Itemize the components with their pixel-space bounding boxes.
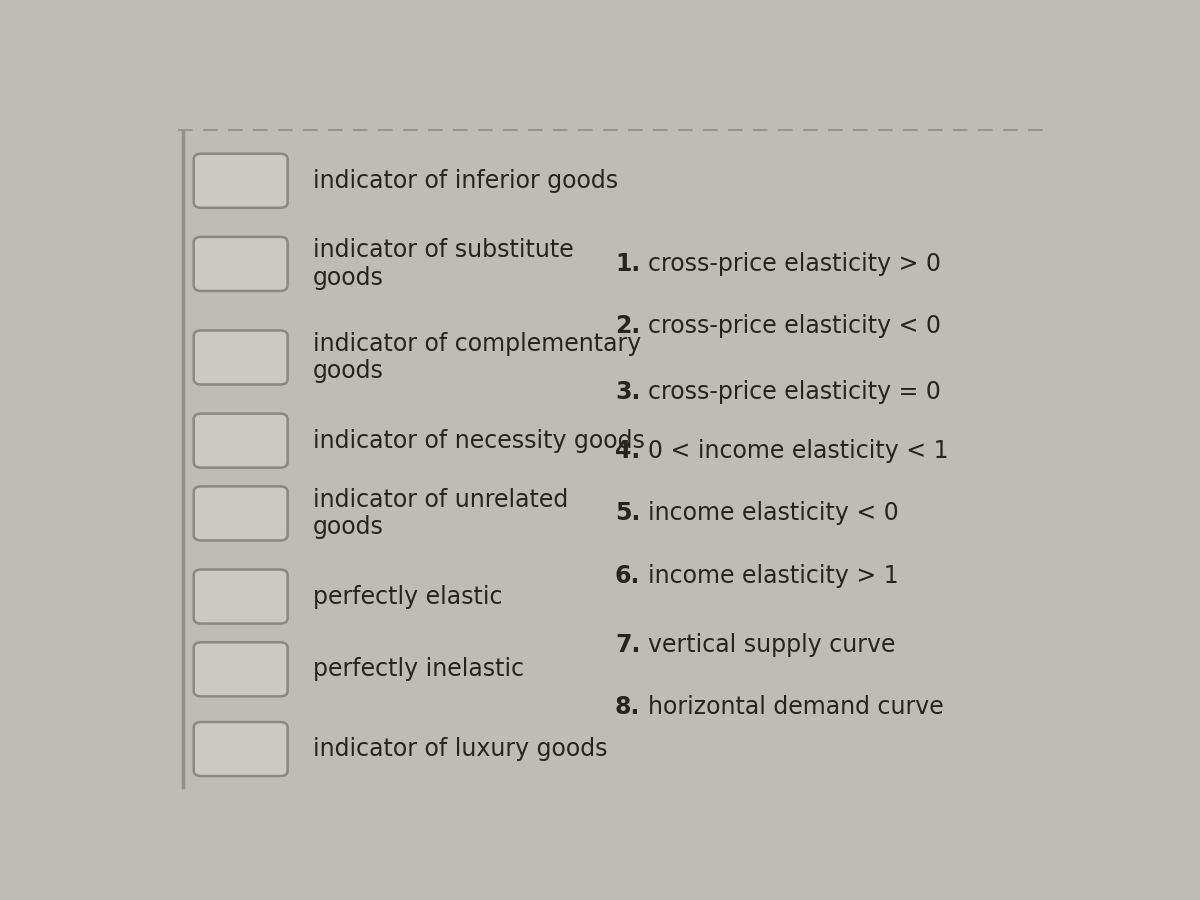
Text: 6.: 6. <box>616 563 641 588</box>
FancyBboxPatch shape <box>193 722 288 776</box>
Text: perfectly inelastic: perfectly inelastic <box>313 657 524 681</box>
FancyBboxPatch shape <box>193 330 288 384</box>
Text: 4.: 4. <box>616 439 641 463</box>
Text: indicator of complementary
goods: indicator of complementary goods <box>313 331 641 383</box>
FancyBboxPatch shape <box>193 237 288 291</box>
Text: income elasticity < 0: income elasticity < 0 <box>648 501 899 526</box>
Text: 0 < income elasticity < 1: 0 < income elasticity < 1 <box>648 439 948 463</box>
Text: perfectly elastic: perfectly elastic <box>313 585 503 608</box>
Text: indicator of substitute
goods: indicator of substitute goods <box>313 238 574 290</box>
Text: 1.: 1. <box>616 252 641 276</box>
Text: cross-price elasticity < 0: cross-price elasticity < 0 <box>648 314 941 338</box>
Text: indicator of unrelated
goods: indicator of unrelated goods <box>313 488 568 539</box>
Text: income elasticity > 1: income elasticity > 1 <box>648 563 898 588</box>
Text: indicator of luxury goods: indicator of luxury goods <box>313 737 607 761</box>
Text: cross-price elasticity = 0: cross-price elasticity = 0 <box>648 380 941 404</box>
Text: horizontal demand curve: horizontal demand curve <box>648 696 943 719</box>
FancyBboxPatch shape <box>193 154 288 208</box>
Text: 8.: 8. <box>616 696 641 719</box>
FancyBboxPatch shape <box>193 570 288 624</box>
Text: 7.: 7. <box>616 633 641 657</box>
FancyBboxPatch shape <box>193 414 288 468</box>
Text: 5.: 5. <box>616 501 641 526</box>
Text: indicator of necessity goods: indicator of necessity goods <box>313 428 644 453</box>
FancyBboxPatch shape <box>193 643 288 697</box>
Text: 2.: 2. <box>616 314 641 338</box>
Text: indicator of inferior goods: indicator of inferior goods <box>313 169 618 193</box>
Text: 3.: 3. <box>616 380 641 404</box>
Text: cross-price elasticity > 0: cross-price elasticity > 0 <box>648 252 941 276</box>
FancyBboxPatch shape <box>193 486 288 540</box>
Text: vertical supply curve: vertical supply curve <box>648 633 895 657</box>
